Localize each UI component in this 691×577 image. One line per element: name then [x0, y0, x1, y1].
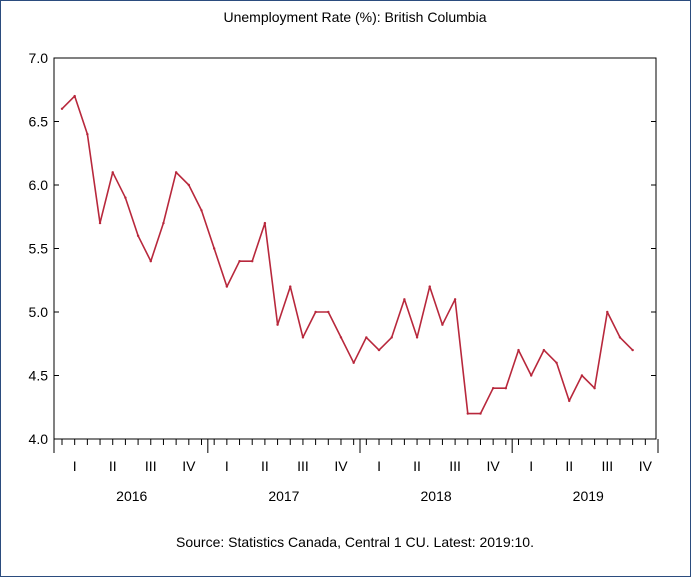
quarter-label: III [145, 458, 157, 474]
data-point [238, 260, 241, 263]
y-tick-label: 7.0 [29, 50, 49, 66]
y-tick-label: 5.5 [29, 241, 49, 257]
data-point [453, 298, 457, 301]
data-point [365, 336, 368, 339]
quarter-label: IV [182, 458, 196, 474]
data-point [568, 399, 571, 403]
data-point [225, 285, 229, 288]
year-label: 2016 [116, 488, 147, 504]
quarter-label: III [601, 458, 613, 474]
data-point [542, 348, 546, 352]
y-tick-label: 6.0 [29, 177, 49, 193]
data-point [200, 209, 203, 212]
data-point [314, 310, 317, 314]
quarter-label: IV [487, 458, 501, 474]
source-note: Source: Statistics Canada, Central 1 CU.… [176, 534, 534, 550]
quarter-label: III [449, 458, 461, 474]
quarter-label: II [413, 458, 421, 474]
y-tick-label: 6.5 [29, 114, 49, 130]
data-point [162, 221, 165, 225]
data-point [403, 298, 406, 301]
y-tick-label: 4.0 [29, 431, 49, 447]
data-point [251, 260, 254, 263]
data-point [212, 247, 216, 250]
data-point [111, 171, 114, 174]
data-point [187, 183, 191, 187]
y-tick-label: 4.5 [29, 368, 49, 384]
quarter-label: I [529, 458, 533, 474]
data-point [593, 387, 596, 390]
data-point [390, 336, 393, 339]
quarter-label: I [377, 458, 381, 474]
data-point [580, 374, 584, 377]
quarter-label: IV [639, 458, 653, 474]
quarter-label: II [565, 458, 573, 474]
data-point [618, 336, 622, 339]
data-point [124, 196, 127, 199]
data-point [377, 348, 381, 352]
year-label: 2019 [573, 488, 604, 504]
quarter-label: II [109, 458, 117, 474]
data-point [136, 234, 140, 237]
data-point [289, 285, 292, 288]
data-point [263, 221, 267, 225]
year-label: 2018 [421, 488, 452, 504]
data-point [631, 348, 634, 352]
data-point [466, 412, 469, 415]
data-point [491, 387, 495, 390]
series-layer [60, 94, 634, 415]
data-point [327, 310, 330, 314]
data-point [555, 361, 558, 364]
data-point [276, 323, 279, 326]
year-label: 2017 [268, 488, 299, 504]
chart-title: Unemployment Rate (%): British Columbia [224, 9, 487, 25]
quarter-label: IV [334, 458, 348, 474]
y-tick-label: 5.0 [29, 304, 49, 320]
data-point [529, 374, 533, 377]
data-point [517, 348, 520, 352]
quarter-label: I [73, 458, 77, 474]
quarter-label: II [261, 458, 269, 474]
data-point [428, 285, 431, 288]
data-point [479, 412, 482, 415]
data-point [339, 336, 343, 339]
data-point [98, 221, 102, 225]
y-axis: 4.0 4.5 5.0 5.5 6.0 6.5 7.0 [29, 50, 656, 447]
data-point [441, 323, 444, 326]
data-point [504, 387, 508, 390]
data-point [73, 94, 76, 98]
series-line [61, 95, 634, 415]
quarter-label: III [297, 458, 309, 474]
quarter-label: I [225, 458, 229, 474]
data-point [60, 107, 64, 111]
data-point [606, 310, 609, 314]
data-point [174, 171, 178, 174]
data-point [301, 336, 305, 339]
data-point [415, 336, 419, 339]
data-point [352, 361, 355, 364]
data-point [149, 260, 152, 263]
data-point [86, 133, 89, 136]
